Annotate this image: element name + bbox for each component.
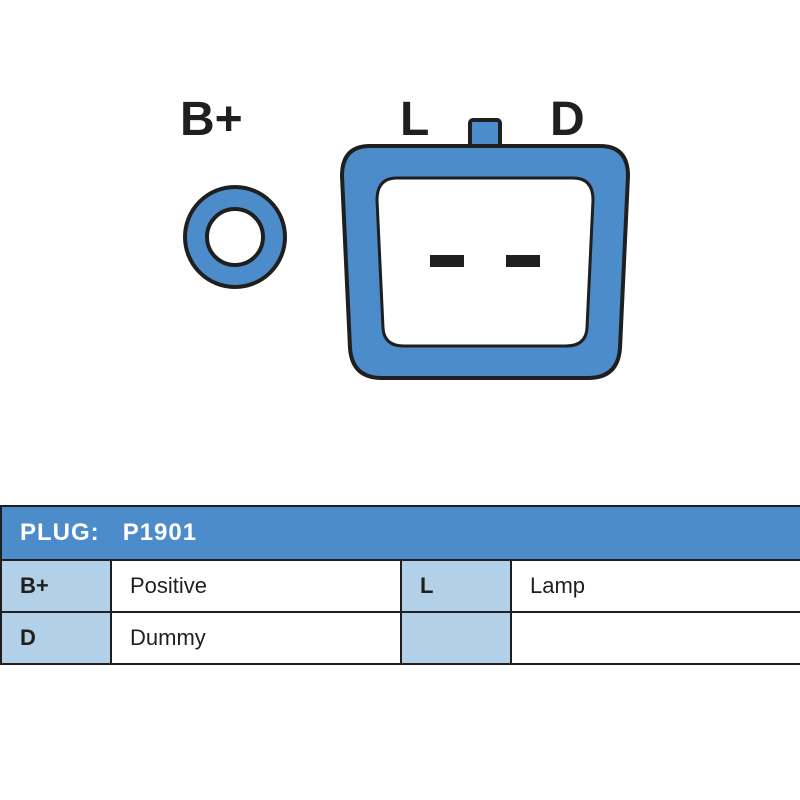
symbol-cell: B+ [1, 560, 111, 612]
desc-cell: Dummy [111, 612, 401, 664]
desc-cell: Positive [111, 560, 401, 612]
plug-header: PLUG: P1901 [1, 506, 800, 560]
table-row: D Dummy [1, 612, 800, 664]
symbol-cell [401, 612, 511, 664]
plug-info-table: PLUG: P1901 B+ Positive L Lamp D Dummy [0, 505, 800, 665]
plug-id: P1901 [123, 519, 197, 546]
connector-diagram: B+ L D [0, 0, 800, 480]
label-b-plus: B+ [180, 92, 243, 147]
desc-cell: Lamp [511, 560, 800, 612]
symbol-cell: D [1, 612, 111, 664]
desc-cell [511, 612, 800, 664]
b-plus-terminal-icon [183, 185, 287, 289]
table-header-row: PLUG: P1901 [1, 506, 800, 560]
plug-header-label: PLUG: [20, 519, 100, 546]
connector-plug-icon [340, 118, 630, 388]
symbol-cell: L [401, 560, 511, 612]
table-row: B+ Positive L Lamp [1, 560, 800, 612]
